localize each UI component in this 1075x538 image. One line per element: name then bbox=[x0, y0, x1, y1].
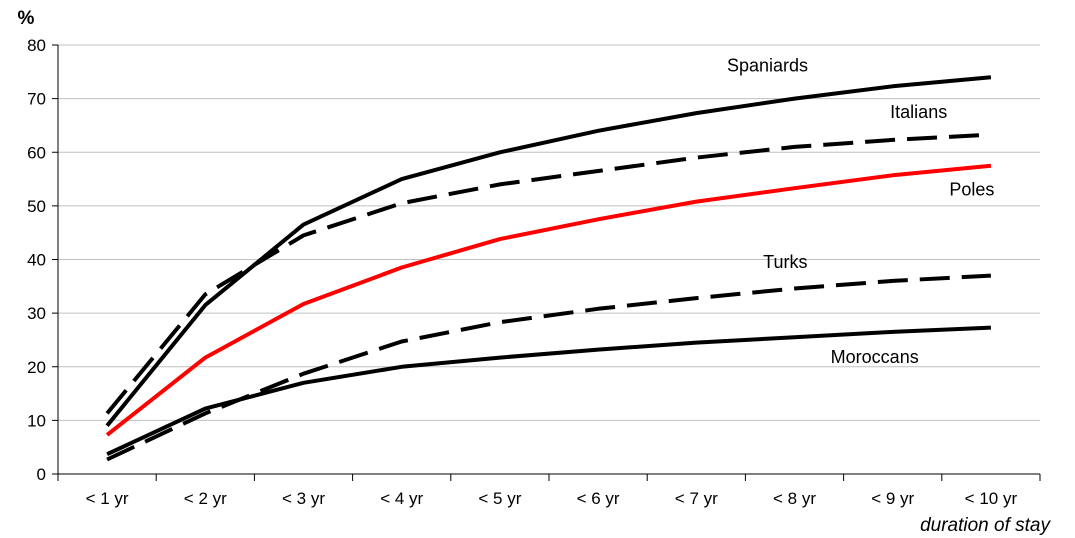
series-label-moroccans: Moroccans bbox=[831, 347, 919, 367]
series-line-poles bbox=[105, 163, 992, 437]
series-label-italians: Italians bbox=[890, 102, 947, 122]
series-line-turks bbox=[106, 273, 992, 462]
series-line-spaniards bbox=[105, 75, 992, 427]
y-tick-label: 50 bbox=[27, 197, 46, 216]
x-tick-label: < 2 yr bbox=[184, 489, 227, 508]
y-tick-label: 20 bbox=[27, 358, 46, 377]
x-tick-label: < 1 yr bbox=[86, 489, 129, 508]
y-tick-label: 30 bbox=[27, 304, 46, 323]
series-label-poles: Poles bbox=[949, 180, 994, 200]
x-tick-label: < 3 yr bbox=[282, 489, 325, 508]
y-tick-label: 40 bbox=[27, 251, 46, 270]
x-tick-label: < 7 yr bbox=[675, 489, 718, 508]
x-tick-label: < 10 yr bbox=[965, 489, 1018, 508]
y-tick-label: 60 bbox=[27, 143, 46, 162]
y-axis-unit: % bbox=[18, 8, 35, 29]
series-line-moroccans bbox=[106, 325, 991, 457]
x-tick-label: < 4 yr bbox=[380, 489, 423, 508]
gridlines bbox=[58, 44, 1040, 421]
x-tick-label: < 8 yr bbox=[773, 489, 816, 508]
y-tick-label: 0 bbox=[37, 465, 46, 484]
series-labels: Spaniards Italians Poles Turks Moroccans bbox=[727, 56, 994, 367]
series-label-turks: Turks bbox=[763, 252, 807, 272]
x-tick-label: < 6 yr bbox=[577, 489, 620, 508]
series-label-spaniards: Spaniards bbox=[727, 56, 808, 76]
y-tick-label: 80 bbox=[27, 36, 46, 55]
x-tick-label: < 9 yr bbox=[871, 489, 914, 508]
series-line-italians bbox=[105, 132, 992, 415]
x-axis-title: duration of stay bbox=[920, 515, 1051, 536]
y-tick-label: 70 bbox=[27, 90, 46, 109]
x-tick-label: < 5 yr bbox=[478, 489, 521, 508]
series-lines bbox=[105, 75, 992, 462]
axes: 0 10 20 30 40 50 60 70 80 < 1 yr < 2 yr < 3 yr < 4 y… bbox=[27, 36, 1041, 508]
y-tick-label: 10 bbox=[27, 411, 46, 430]
